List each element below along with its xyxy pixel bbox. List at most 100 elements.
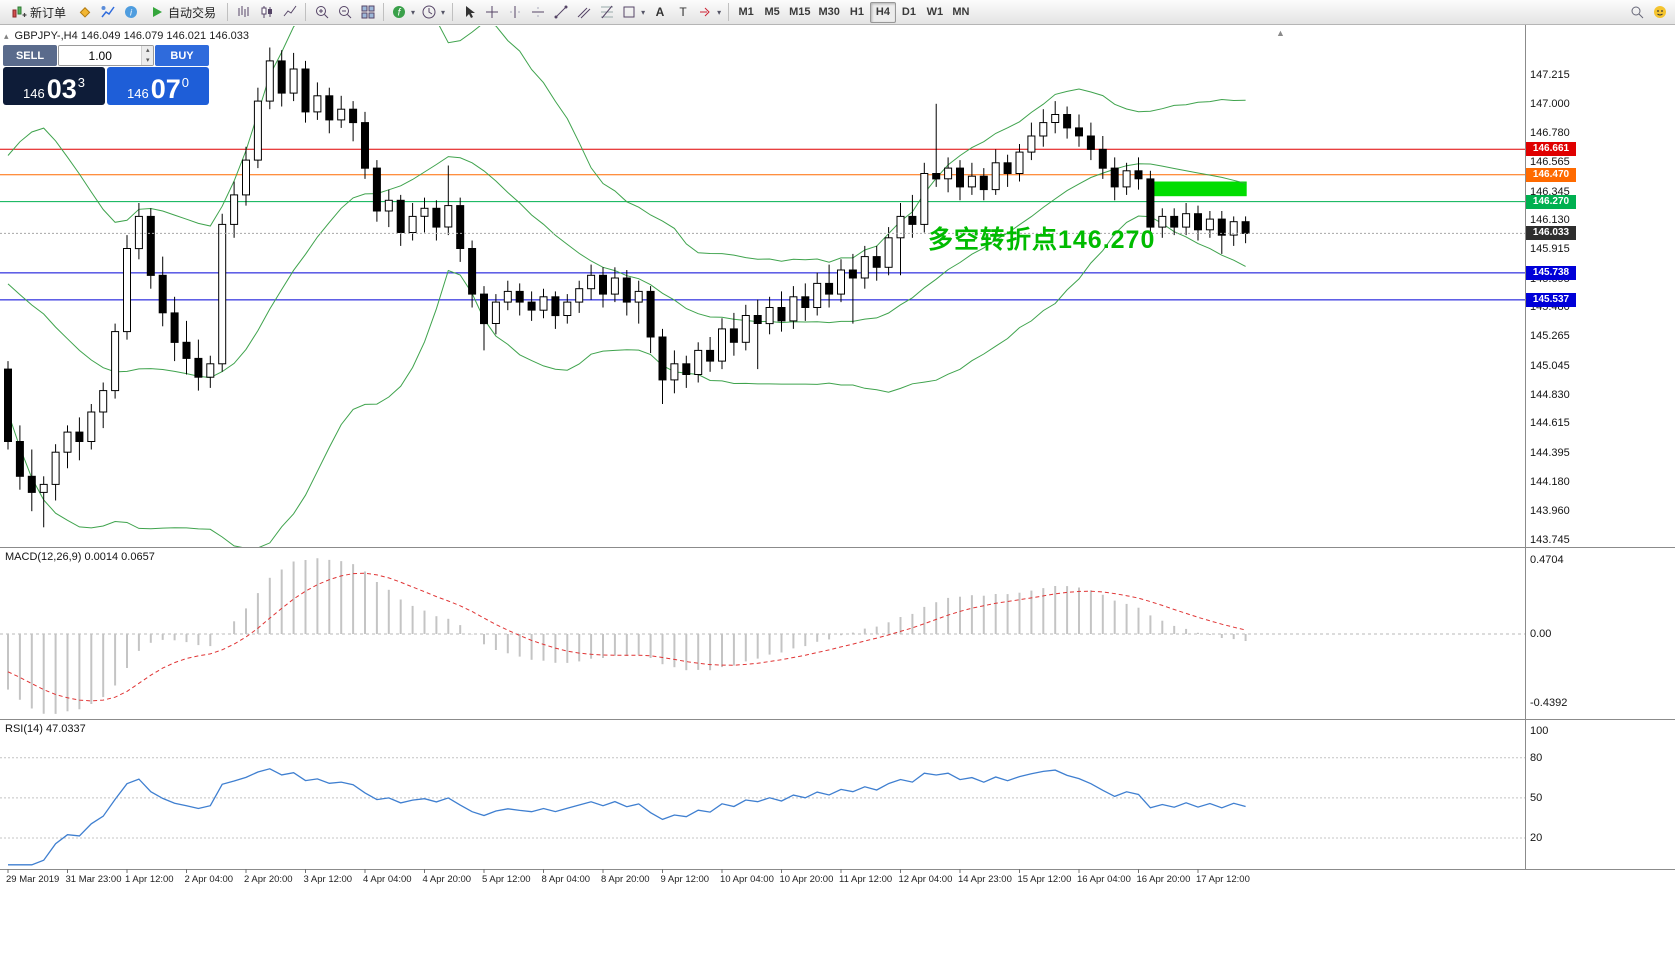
zoom-out-button[interactable] bbox=[333, 2, 356, 23]
trendline-icon bbox=[554, 5, 568, 19]
arrows-icon bbox=[700, 7, 710, 17]
symbol-ohlc-text: GBPJPY-,H4 146.049 146.079 146.021 146.0… bbox=[14, 30, 249, 42]
cursor-icon bbox=[465, 6, 475, 18]
toolbar: 新订单 i 自动交易 f ▾ ▾ ▾ A T ▾ M1 M5 M15 M30 H1 H4 D1 W1 MN bbox=[0, 0, 1675, 25]
buy-price-prefix: 146 bbox=[127, 85, 149, 101]
metaeditor-icon bbox=[79, 7, 90, 18]
timeframe-M1-button[interactable]: M1 bbox=[733, 2, 759, 23]
fibo-icon bbox=[600, 5, 613, 19]
arrows-button[interactable]: ▾ bbox=[694, 2, 724, 23]
marketwatch-icon bbox=[100, 6, 115, 18]
market-watch-button[interactable] bbox=[96, 2, 119, 23]
candles-icon bbox=[261, 6, 272, 18]
vertical-line-button[interactable] bbox=[503, 2, 526, 23]
tile-windows-button[interactable] bbox=[356, 2, 379, 23]
text-button[interactable]: A bbox=[648, 2, 671, 23]
rsi-level-lines bbox=[0, 757, 1525, 839]
autotrading-label: 自动交易 bbox=[168, 5, 217, 20]
new-order-button[interactable]: 新订单 bbox=[4, 2, 73, 23]
metaeditor-button[interactable] bbox=[73, 2, 96, 23]
line-chart-mode-button[interactable] bbox=[278, 2, 301, 23]
sell-price-sup: 3 bbox=[77, 75, 85, 90]
autotrading-button[interactable]: 自动交易 bbox=[142, 2, 223, 23]
time-axis-ticks bbox=[7, 869, 1199, 873]
buy-price-sup: 0 bbox=[181, 75, 189, 90]
horizontal-line-button[interactable] bbox=[526, 2, 549, 23]
zoom-out-icon bbox=[338, 6, 351, 19]
crosshair-icon bbox=[485, 6, 498, 18]
svg-text:T: T bbox=[679, 5, 687, 19]
svg-text:i: i bbox=[130, 8, 133, 18]
datawindow-icon: i bbox=[124, 6, 137, 18]
buy-button[interactable]: BUY bbox=[155, 45, 209, 66]
level-lines-layer[interactable] bbox=[0, 148, 1525, 301]
svg-text:A: A bbox=[655, 5, 664, 19]
equidistant-channel-button[interactable] bbox=[572, 2, 595, 23]
timeframe-D1-button[interactable]: D1 bbox=[896, 2, 922, 23]
macd-histogram bbox=[7, 558, 1247, 714]
svg-text:f: f bbox=[398, 8, 402, 19]
label-icon: T bbox=[679, 5, 687, 19]
timeframe-M15-button[interactable]: M15 bbox=[785, 2, 814, 23]
candles-layer bbox=[4, 47, 1250, 528]
vline-icon bbox=[509, 6, 520, 18]
bars-icon bbox=[238, 6, 249, 17]
indicators-icon: f bbox=[393, 6, 406, 19]
zoom-in-button[interactable] bbox=[310, 2, 333, 23]
channel-icon bbox=[577, 7, 590, 19]
timeframe-M5-button[interactable]: M5 bbox=[759, 2, 785, 23]
panel-separators bbox=[0, 25, 1675, 870]
volume-input[interactable] bbox=[59, 46, 142, 65]
crosshair-button[interactable] bbox=[480, 2, 503, 23]
buy-price-big: 07 bbox=[150, 74, 181, 105]
chart-annotation-text[interactable]: 多空转折点146.270 bbox=[928, 226, 1156, 254]
macd-indicator-label: MACD(12,26,9) 0.0014 0.0657 bbox=[5, 551, 155, 563]
highlight-rectangle[interactable] bbox=[1146, 181, 1247, 197]
rsi-indicator-label: RSI(14) 47.0337 bbox=[5, 723, 86, 735]
dropdown-arrow-icon: ▾ bbox=[641, 7, 646, 17]
search-icon bbox=[1631, 6, 1643, 19]
text-icon: A bbox=[655, 5, 664, 19]
fibonacci-button[interactable] bbox=[595, 2, 618, 23]
community-button[interactable] bbox=[1648, 2, 1671, 23]
data-window-button[interactable]: i bbox=[119, 2, 142, 23]
timeframe-H1-button[interactable]: H1 bbox=[844, 2, 870, 23]
neworder-icon bbox=[12, 6, 27, 18]
zoom-in-icon bbox=[315, 6, 328, 19]
text-label-button[interactable]: T bbox=[671, 2, 694, 23]
volume-down-icon[interactable]: ▾ bbox=[142, 55, 153, 65]
dropdown-arrow-icon: ▾ bbox=[441, 7, 446, 17]
dropdown-arrow-icon: ▾ bbox=[411, 7, 416, 17]
sell-price-prefix: 146 bbox=[23, 85, 45, 101]
periods-icon bbox=[422, 5, 436, 19]
timeframe-W1-button[interactable]: W1 bbox=[922, 2, 948, 23]
sell-button[interactable]: SELL bbox=[3, 45, 57, 66]
timeframe-MN-button[interactable]: MN bbox=[948, 2, 974, 23]
search-button[interactable] bbox=[1625, 2, 1648, 23]
sell-price-big: 03 bbox=[46, 74, 77, 105]
trendline-button[interactable] bbox=[549, 2, 572, 23]
cursor-button[interactable] bbox=[457, 2, 480, 23]
buy-price-button[interactable]: 146 07 0 bbox=[107, 67, 209, 105]
volume-up-icon[interactable]: ▴ bbox=[142, 46, 153, 56]
periods-button[interactable]: ▾ bbox=[418, 2, 448, 23]
shapes-button[interactable]: ▾ bbox=[618, 2, 648, 23]
community-icon bbox=[1653, 6, 1666, 18]
candlestick-mode-button[interactable] bbox=[255, 2, 278, 23]
dropdown-arrow-icon: ▾ bbox=[717, 7, 722, 17]
timeframe-H4-button[interactable]: H4 bbox=[869, 1, 896, 23]
sell-price-button[interactable]: 146 03 3 bbox=[3, 67, 105, 105]
indicators-button[interactable]: f ▾ bbox=[388, 2, 418, 23]
timeframe-M30-button[interactable]: M30 bbox=[815, 2, 844, 23]
chart-shift-marker[interactable]: ▲ bbox=[1276, 28, 1285, 38]
symbol-info-bar: ▴ GBPJPY-,H4 146.049 146.079 146.021 146… bbox=[4, 30, 249, 42]
collapse-panel-icon[interactable]: ▴ bbox=[4, 30, 9, 41]
tile-icon bbox=[361, 5, 375, 19]
shapes-icon bbox=[623, 6, 635, 18]
volume-field: ▴ ▾ bbox=[58, 45, 154, 66]
macd-signal-line bbox=[7, 572, 1246, 702]
hline-icon bbox=[531, 7, 544, 17]
bar-chart-mode-button[interactable] bbox=[232, 2, 255, 23]
